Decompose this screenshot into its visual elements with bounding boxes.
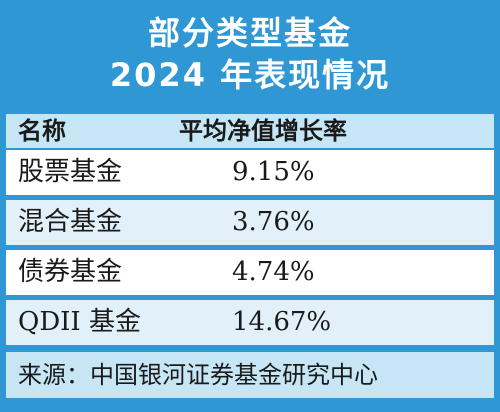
table-row: QDII 基金 14.67% <box>6 300 494 345</box>
source-footer: 来源：中国银河证券基金研究中心 <box>6 352 494 398</box>
row-name: 债券基金 <box>18 257 123 287</box>
table-header: 名称 平均净值增长率 <box>6 114 494 148</box>
row-value: 9.15% <box>232 157 315 187</box>
row-value: 4.74% <box>232 257 315 287</box>
header-value: 平均净值增长率 <box>179 117 347 145</box>
row-name: 混合基金 <box>18 207 123 237</box>
row-value: 3.76% <box>232 207 315 237</box>
title-line-2: 2024 年表现情况 <box>109 56 391 94</box>
table-row: 混合基金 3.76% <box>6 200 494 245</box>
source-text: 来源：中国银河证券基金研究中心 <box>18 361 378 389</box>
row-value: 14.67% <box>232 307 332 337</box>
title-line-1: 部分类型基金 <box>147 14 352 52</box>
table-row: 股票基金 9.15% <box>6 150 494 195</box>
title-block: 部分类型基金 2024 年表现情况 <box>0 0 500 108</box>
row-name: QDII 基金 <box>18 307 141 337</box>
header-name: 名称 <box>18 117 66 145</box>
table-row: 债券基金 4.74% <box>6 250 494 295</box>
row-name: 股票基金 <box>18 157 123 187</box>
